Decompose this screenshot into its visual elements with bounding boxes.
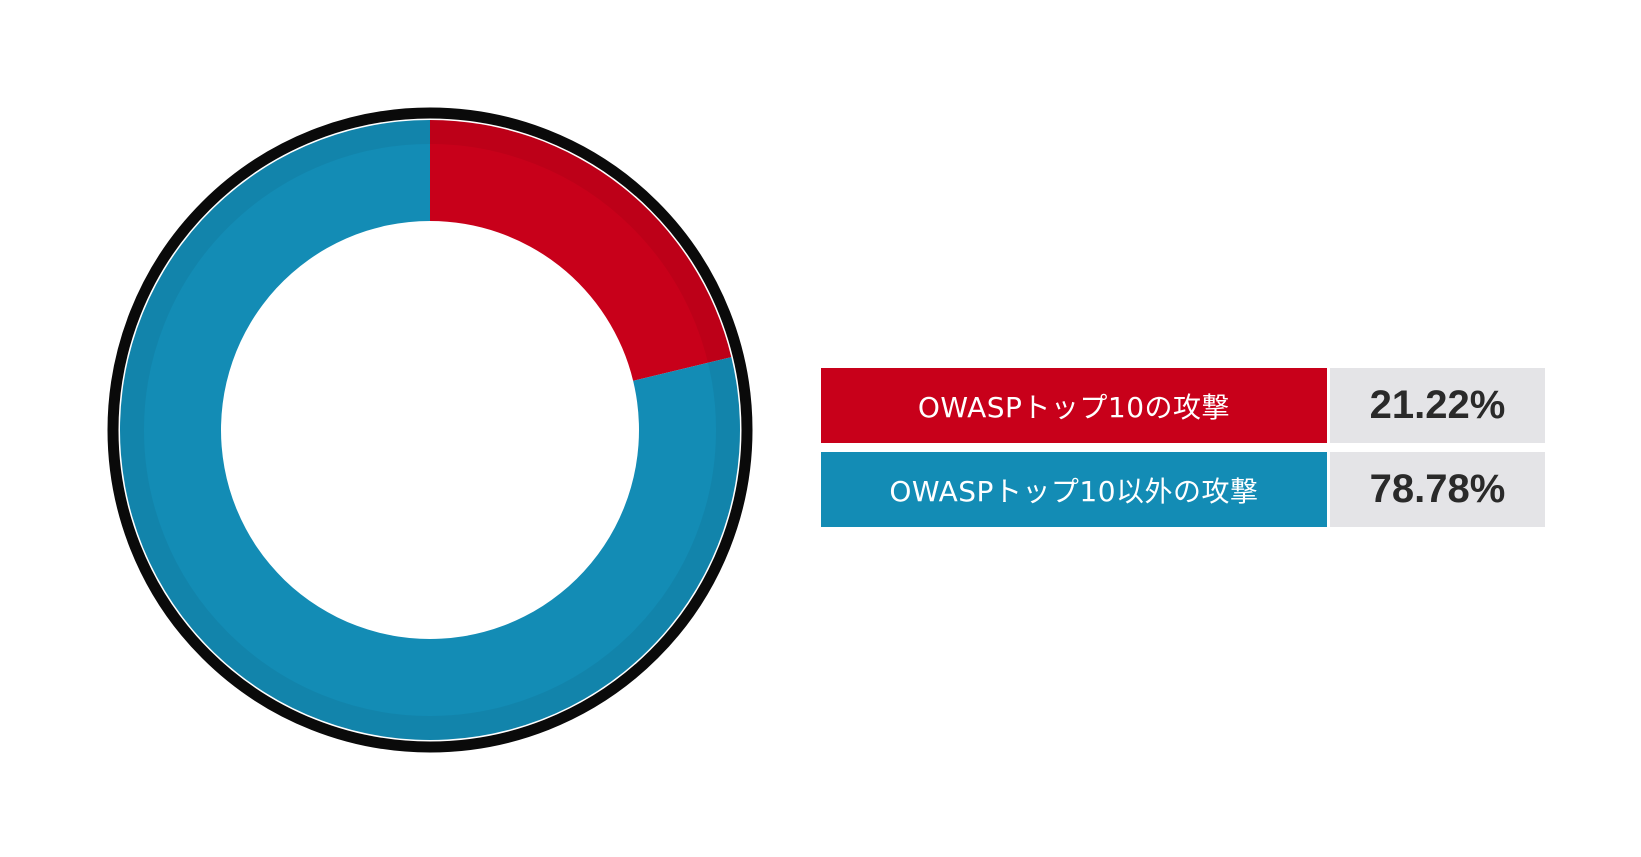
donut-shading — [120, 120, 740, 740]
donut-slice-1 — [120, 120, 741, 740]
donut-slice-0 — [430, 120, 732, 381]
donut-outline — [107, 107, 753, 753]
legend-label-owasp-top10: OWASPトップ10の攻撃 — [821, 368, 1327, 443]
legend-label-non-owasp-top10: OWASPトップ10以外の攻撃 — [821, 452, 1327, 527]
legend: OWASPトップ10の攻撃 21.22% OWASPトップ10以外の攻撃 78.… — [821, 368, 1545, 536]
legend-value-non-owasp-top10: 78.78% — [1329, 452, 1545, 527]
legend-item-owasp-top10: OWASPトップ10の攻撃 21.22% — [821, 368, 1545, 443]
legend-item-non-owasp-top10: OWASPトップ10以外の攻撃 78.78% — [821, 452, 1545, 527]
donut-chart — [107, 107, 753, 753]
legend-value-owasp-top10: 21.22% — [1329, 368, 1545, 443]
